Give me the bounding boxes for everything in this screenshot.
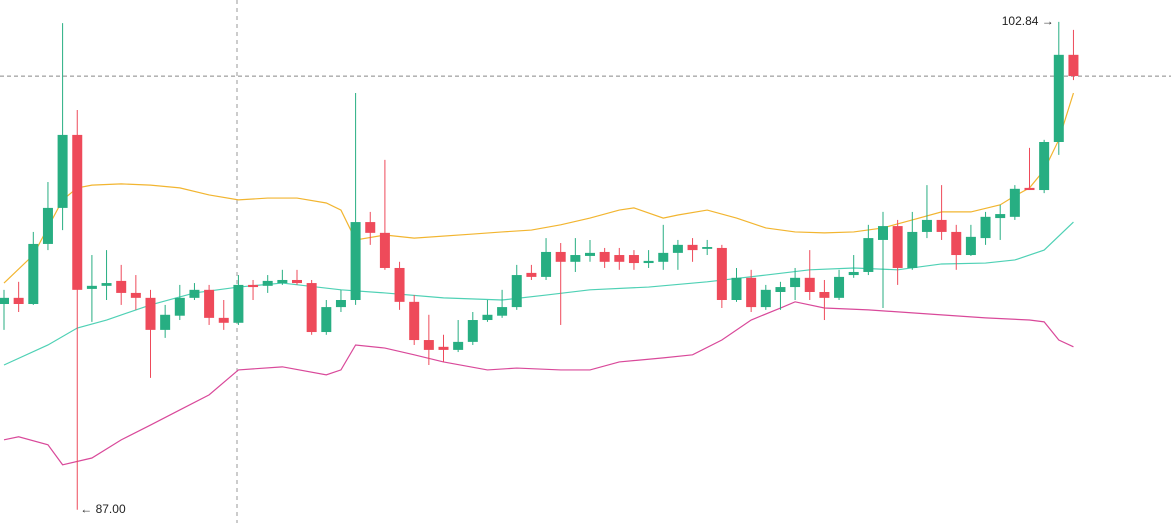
candle-body xyxy=(28,243,39,305)
candle-body xyxy=(438,346,449,350)
candle-body xyxy=(42,207,53,244)
candle-body xyxy=(921,219,932,232)
candle-body xyxy=(321,307,332,333)
candle-body xyxy=(101,283,112,286)
indicator-line xyxy=(3,92,1075,284)
candle-body xyxy=(130,292,141,298)
candle-body xyxy=(746,277,757,308)
candle-body xyxy=(702,247,713,249)
indicator-line xyxy=(3,301,1074,466)
candle-body xyxy=(116,280,127,293)
candle-body xyxy=(907,231,918,268)
candle-body xyxy=(1009,188,1020,217)
candle-body xyxy=(570,255,581,262)
candle-body xyxy=(1068,54,1079,77)
candle-body xyxy=(1053,54,1064,142)
candle-body xyxy=(306,283,317,333)
candle-body xyxy=(541,251,552,277)
candle-body xyxy=(467,320,478,342)
candle-body xyxy=(892,226,903,268)
candle-body xyxy=(453,341,464,350)
candle-body xyxy=(965,236,976,256)
candle-body xyxy=(878,226,888,240)
candle-body xyxy=(423,340,434,350)
candle-body xyxy=(687,244,698,251)
candle-body xyxy=(1039,141,1050,191)
candle-body xyxy=(936,219,947,232)
candle-body xyxy=(819,291,830,298)
candle-body xyxy=(145,297,156,330)
candle-body xyxy=(555,251,566,262)
candle-body xyxy=(262,280,273,286)
candle-body xyxy=(277,279,288,284)
candle-body xyxy=(980,216,991,239)
price-annotation: 102.84 → xyxy=(1002,14,1054,28)
candle-body xyxy=(628,255,639,264)
candle-body xyxy=(233,284,244,323)
candle-body xyxy=(335,300,346,308)
candle-body xyxy=(775,287,786,292)
candle-body xyxy=(658,252,669,262)
candle-body xyxy=(350,222,361,301)
candle-body xyxy=(599,251,610,262)
candle-body xyxy=(804,277,815,292)
candle-body xyxy=(995,214,1006,219)
candle-body xyxy=(1024,187,1035,191)
candle-body xyxy=(204,289,215,318)
candle-body xyxy=(848,271,859,276)
candle-body xyxy=(834,276,845,298)
price-annotation: ← 87.00 xyxy=(80,502,126,516)
candle-body xyxy=(497,307,508,316)
candle-body xyxy=(643,260,654,264)
candle-body xyxy=(482,314,493,321)
candle-body xyxy=(511,275,522,308)
candle-body xyxy=(189,289,200,298)
candle-body xyxy=(526,272,537,277)
candle-body xyxy=(731,277,742,301)
candle-body xyxy=(72,134,83,290)
candle-body xyxy=(394,267,405,302)
candle-body xyxy=(57,134,68,208)
candle-body xyxy=(0,297,9,305)
candle-body xyxy=(292,279,302,284)
candle-body xyxy=(585,252,595,256)
candle-body xyxy=(174,297,185,316)
candle-body xyxy=(951,231,962,256)
candle-body xyxy=(248,284,259,288)
candle-body xyxy=(716,247,727,301)
candle-body xyxy=(863,238,874,272)
candle-body xyxy=(409,301,420,341)
candle-body xyxy=(218,317,229,323)
candle-body xyxy=(160,314,171,330)
candle-body xyxy=(614,255,625,262)
candle-body xyxy=(379,232,390,268)
candle-body xyxy=(760,289,771,308)
candle-body xyxy=(13,297,24,305)
candle-body xyxy=(365,222,376,233)
candle-body xyxy=(672,244,683,253)
candle-body xyxy=(86,285,97,289)
candle-body xyxy=(790,277,801,288)
